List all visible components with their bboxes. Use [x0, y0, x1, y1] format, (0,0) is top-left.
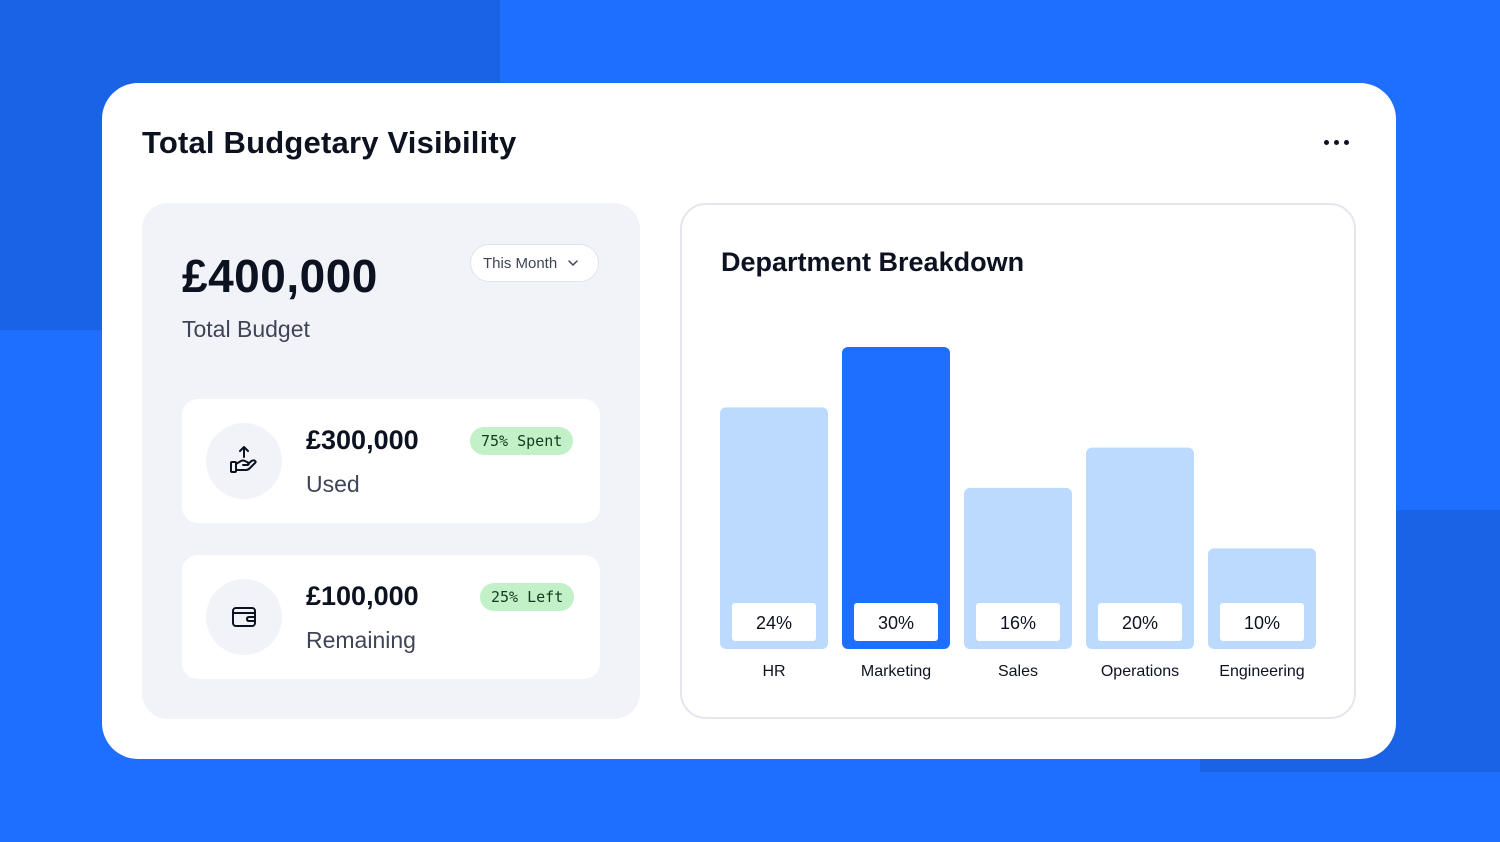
used-label: Used [306, 471, 360, 497]
bar-value-box [854, 603, 938, 641]
card-title: Total Budgetary Visibility [142, 125, 517, 160]
remaining-label: Remaining [306, 627, 416, 653]
remaining-stat-card: £100,000 Remaining 25% Left [182, 555, 600, 679]
category-label: Sales [998, 663, 1038, 680]
budget-summary-panel: £400,000 Total Budget This Month £300,00… [142, 203, 640, 719]
bar-value-label: 16% [1000, 613, 1036, 633]
chevron-down-icon [568, 260, 578, 266]
period-dropdown-value: This Month [483, 254, 558, 272]
bar-value-label: 30% [878, 613, 914, 633]
more-options-button[interactable] [1314, 128, 1358, 156]
category-label: Marketing [861, 663, 931, 680]
chart-title: Department Breakdown [721, 247, 1025, 277]
bar-value-box [1220, 603, 1304, 641]
hand-coin-up-icon [230, 446, 257, 473]
bar-value-label: 10% [1244, 613, 1280, 633]
department-bar-chart: 24% HR 30% Marketing 16% Sales 20% Operations 10… [720, 347, 1316, 680]
total-budget-amount: £400,000 [182, 250, 378, 302]
more-horizontal-icon [1343, 139, 1349, 145]
bar-value-box [732, 603, 816, 641]
bar-value-label: 20% [1122, 613, 1158, 633]
department-breakdown-panel: Department Breakdown 24% HR 30% Marketing 16… [680, 203, 1356, 719]
category-label: Engineering [1219, 663, 1304, 680]
bar-value-box [976, 603, 1060, 641]
bar-value-label: 24% [756, 613, 792, 633]
used-stat-card: £300,000 Used 75% Spent [182, 399, 600, 523]
wallet-icon [232, 607, 256, 627]
bar-value-box [1098, 603, 1182, 641]
spent-badge: 75% Spent [470, 427, 574, 455]
used-icon-container [206, 423, 282, 499]
more-horizontal-icon [1323, 139, 1329, 145]
total-budget-label: Total Budget [182, 316, 310, 342]
category-label: HR [762, 663, 785, 680]
left-badge: 25% Left [480, 583, 575, 611]
remaining-icon-container [206, 579, 282, 655]
more-horizontal-icon [1333, 139, 1339, 145]
budget-card: Total Budgetary Visibility £400,000 Tota… [102, 83, 1396, 759]
remaining-amount: £100,000 [306, 581, 419, 611]
bar-marketing[interactable] [842, 347, 950, 649]
period-dropdown[interactable]: This Month [470, 244, 599, 282]
bar-operations[interactable] [1086, 447, 1194, 649]
bar-hr[interactable] [720, 407, 828, 649]
category-label: Operations [1101, 663, 1179, 680]
used-amount: £300,000 [306, 425, 419, 455]
